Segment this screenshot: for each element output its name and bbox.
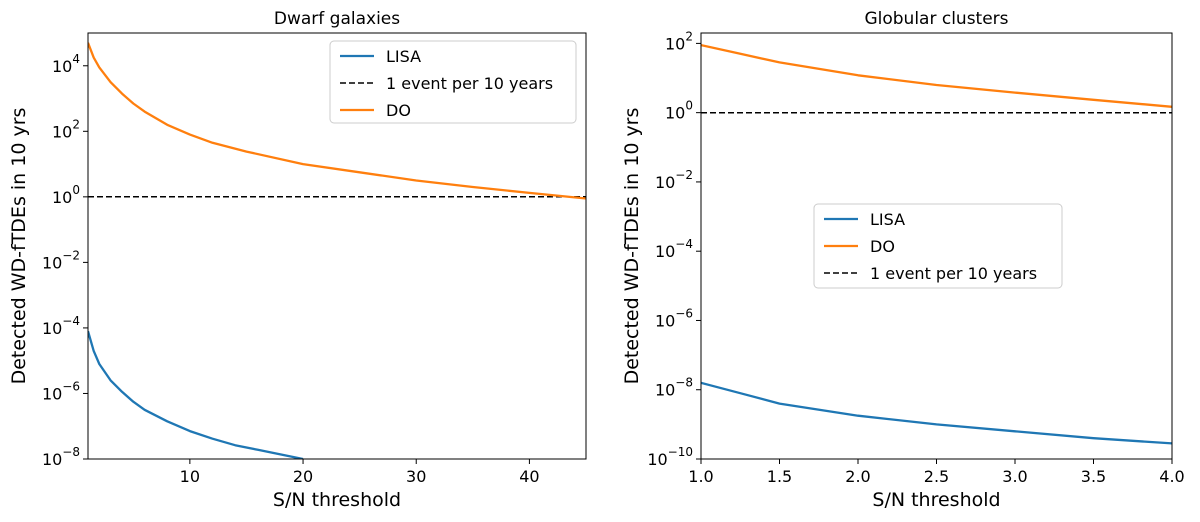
x-tick-label: 10	[180, 467, 200, 486]
x-tick-label: 20	[293, 467, 313, 486]
y-tick-label: 10−6	[655, 306, 693, 330]
legend-label: 1 event per 10 years	[386, 74, 553, 93]
legend-box	[329, 40, 577, 124]
chart-panel-2: Globular clusters 1.0 1.5 2.0 2.5 3.0 3.5 4.0 10…	[621, 9, 1185, 511]
y-tick-label: 10−8	[42, 445, 80, 469]
x-tick-label: 3.5	[1081, 467, 1106, 486]
legend-label: DO	[386, 101, 411, 120]
series-line-do	[88, 42, 586, 200]
legend-label: LISA	[386, 47, 421, 66]
y-tick-label: 10−2	[655, 168, 693, 192]
legend: LISA 1 event per 10 years DO	[329, 40, 577, 124]
y-tick-label: 104	[52, 52, 80, 76]
series-line-lisa	[88, 330, 304, 459]
x-axis-label: S/N threshold	[872, 489, 1000, 511]
y-tick-label: 102	[52, 117, 80, 141]
legend-label: 1 event per 10 years	[870, 264, 1037, 283]
series-line-lisa	[701, 381, 1172, 445]
chart-title: Dwarf galaxies	[274, 9, 400, 29]
y-axis-label: Detected WD-fTDEs in 10 yrs	[621, 108, 643, 385]
series-line-do	[701, 43, 1172, 108]
x-tick-label: 2.0	[845, 467, 870, 486]
x-tick-label: 1.5	[767, 467, 792, 486]
y-tick-label: 102	[665, 29, 693, 53]
legend: LISA DO 1 event per 10 years	[813, 203, 1063, 289]
legend-box	[813, 203, 1063, 289]
x-tick-label: 2.5	[924, 467, 949, 486]
x-tick-label: 40	[519, 467, 539, 486]
chart-title: Globular clusters	[864, 9, 1008, 29]
y-tick-label: 100	[52, 183, 80, 207]
y-tick-label: 10−4	[42, 314, 80, 338]
x-tick-label: 30	[406, 467, 426, 486]
legend-label: LISA	[870, 210, 905, 229]
y-tick-label: 10−2	[42, 248, 80, 272]
y-tick-label: 10−10	[647, 445, 693, 469]
plot-lines	[88, 42, 586, 459]
x-tick-label: 1.0	[688, 467, 713, 486]
plot-lines	[701, 43, 1172, 445]
legend-label: DO	[870, 237, 895, 256]
x-tick-label: 4.0	[1159, 467, 1184, 486]
y-tick-label: 10−4	[655, 237, 693, 261]
chart-panel-1: Dwarf galaxies 10 20 30 40 104 102 100 10−2 10−4 1…	[8, 9, 587, 511]
y-axis-label: Detected WD-fTDEs in 10 yrs	[8, 108, 30, 385]
y-tick-label: 10−8	[655, 376, 693, 400]
y-tick-label: 100	[665, 99, 693, 123]
x-tick-label: 3.0	[1002, 467, 1027, 486]
y-tick-label: 10−6	[42, 379, 80, 403]
x-axis-label: S/N threshold	[273, 489, 401, 511]
plot-frame	[87, 32, 587, 460]
